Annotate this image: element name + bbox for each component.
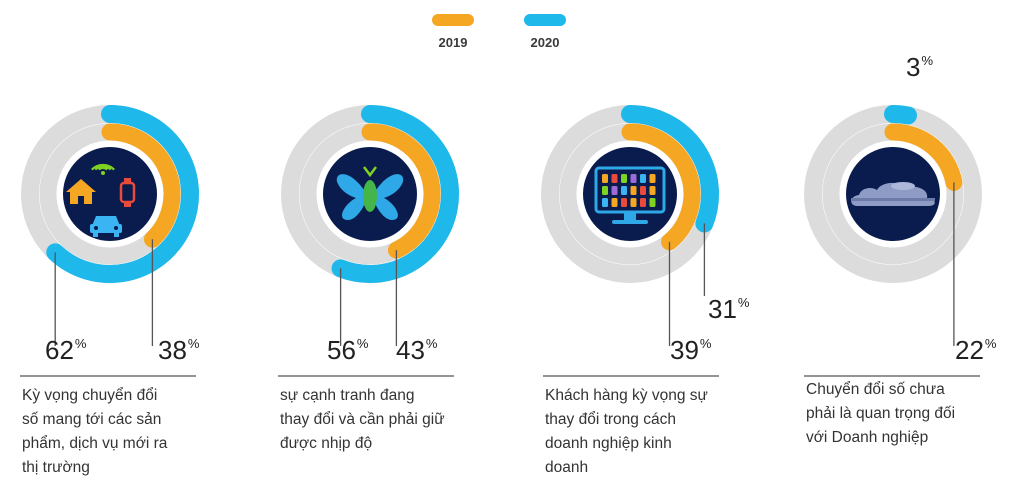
value-label-2020: 3% [906, 52, 933, 82]
value-label-2019: 38% [158, 335, 200, 365]
caption-text: sự cạnh tranh đang thay đổi và cần phải g… [280, 387, 445, 452]
donut-chart-4: 3% 22%Chuyển đổi số chưa phải là quan trọn… [804, 52, 997, 446]
value-label-2019: 43% [396, 335, 438, 365]
arc-2020 [46, 105, 199, 283]
legend-item-2019: 2019 [432, 14, 474, 50]
legend: 2019 2020 [432, 14, 566, 50]
donut-charts: 62% 38% Kỳ vọng chuyển đổi số mang tới các … [20, 52, 997, 476]
butterfly-logo-icon [336, 166, 404, 220]
donut-chart-2: 56% 43% sự cạnh tranh đang thay đổi và cần … [278, 105, 459, 452]
caption-text: Chuyển đổi số chưa phải là quan trọng đối… [806, 381, 955, 446]
value-label-2019: 22% [955, 335, 997, 365]
caption-text: Khách hàng kỳ vọng sự thay đổi trong cách… [545, 387, 708, 476]
value-label-2020: 31% [708, 294, 750, 324]
smart-home-icon [66, 163, 136, 237]
donut-chart-3: 31% 39% Khách hàng kỳ vọng sự thay đổi tron… [541, 105, 750, 476]
donut-chart-1: 62% 38% Kỳ vọng chuyển đổi số mang tới các … [20, 105, 200, 476]
legend-swatch-2019 [432, 14, 474, 26]
monitor-dashboard-icon [594, 166, 666, 224]
arc-2020 [331, 105, 459, 283]
icon-disc [583, 147, 677, 241]
legend-label-2019: 2019 [439, 35, 468, 50]
legend-label-2020: 2020 [531, 35, 560, 50]
value-label-2019: 39% [670, 335, 712, 365]
arc-2019 [621, 123, 701, 251]
arc-2019 [101, 123, 181, 248]
value-label-2020: 62% [45, 335, 87, 365]
arc-2020 [621, 105, 719, 233]
caption-text: Kỳ vọng chuyển đổi số mang tới các sản phẩ… [22, 387, 168, 476]
arc-2020 [884, 105, 917, 125]
arc-2019 [884, 123, 963, 191]
cloud-icon [851, 182, 935, 206]
arc-2019 [361, 123, 441, 259]
legend-item-2020: 2020 [524, 14, 566, 50]
icon-disc [63, 147, 157, 241]
legend-swatch-2020 [524, 14, 566, 26]
value-label-2020: 56% [327, 335, 369, 365]
